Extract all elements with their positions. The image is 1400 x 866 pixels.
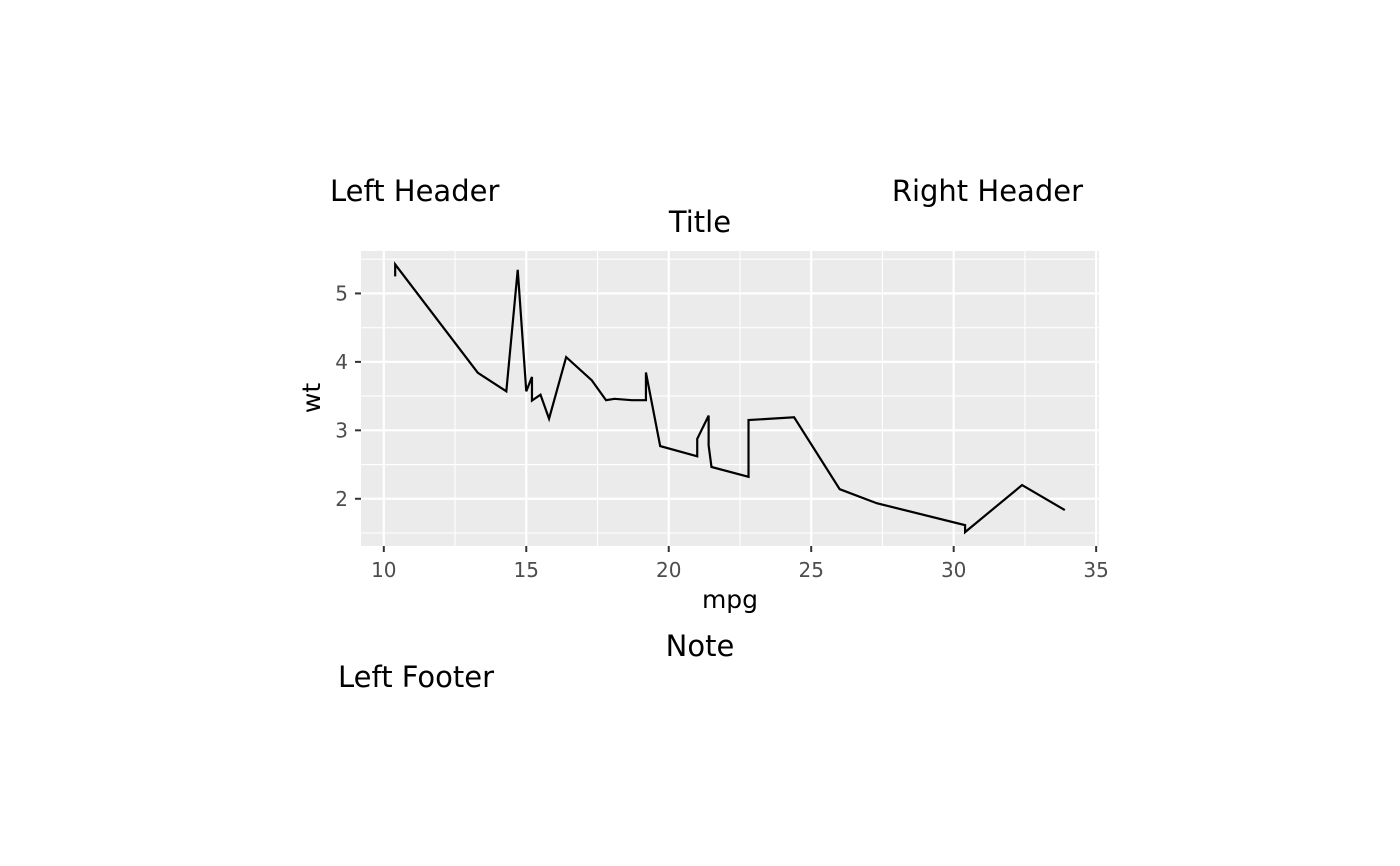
- y-axis-label: wt: [297, 383, 326, 413]
- y-tick-label: 2: [335, 487, 348, 511]
- note: Note: [666, 629, 735, 663]
- data-line: [394, 261, 1066, 535]
- chart-title: Title: [668, 205, 731, 239]
- x-tick-label: 15: [514, 558, 539, 582]
- right-header: Right Header: [892, 174, 1083, 208]
- x-tick-label: 25: [798, 558, 823, 582]
- plot-panel: [361, 251, 1099, 546]
- y-tick-label: 5: [335, 281, 348, 305]
- y-tick-label: 4: [335, 350, 348, 374]
- y-tick-label: 3: [335, 418, 348, 442]
- x-tick-label: 10: [371, 558, 396, 582]
- left-header: Left Header: [330, 174, 499, 208]
- x-tick-label: 30: [941, 558, 966, 582]
- grid-lines: [361, 251, 1099, 546]
- axes: 10 15 20 25 30 35 2 3 4 5: [335, 281, 1109, 582]
- x-tick-label: 35: [1083, 558, 1108, 582]
- left-footer: Left Footer: [338, 660, 494, 694]
- x-tick-label: 20: [656, 558, 681, 582]
- x-axis-label: mpg: [702, 585, 758, 614]
